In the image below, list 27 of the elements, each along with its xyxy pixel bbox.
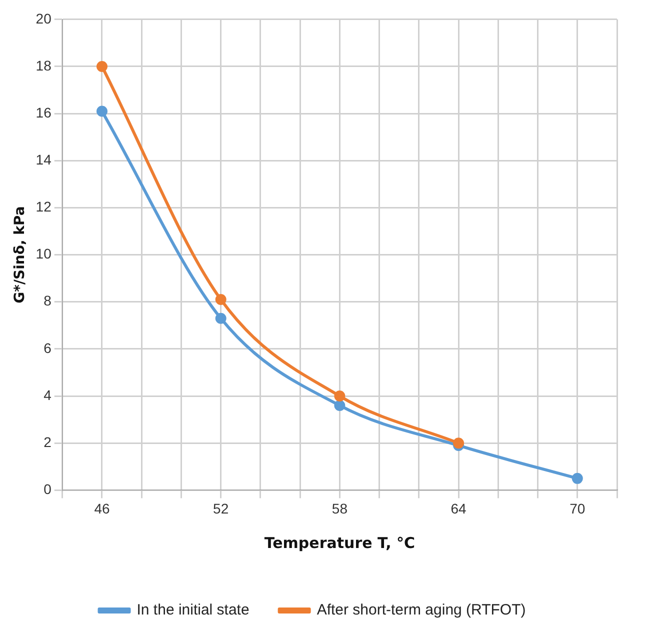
y-tick-label: 20: [36, 10, 52, 26]
y-tick-label: 18: [36, 57, 52, 74]
y-axis-title: G*/Sinδ, kPa: [12, 206, 28, 304]
x-axis-title: Temperature T, °C: [264, 534, 416, 552]
x-tick-label: 64: [450, 500, 467, 516]
y-tick-label: 2: [44, 434, 52, 450]
y-tick-label: 0: [44, 481, 52, 498]
point: [572, 472, 583, 484]
y-tick-label: 6: [44, 340, 52, 356]
x-tick-label: 70: [570, 500, 586, 516]
x-tick-label: 58: [332, 500, 348, 516]
x-tick-label: 52: [213, 500, 229, 516]
point: [215, 312, 226, 324]
legend-label: After short-term aging (RTFOT): [316, 602, 526, 619]
point: [334, 390, 346, 402]
y-tick-label: 8: [44, 292, 52, 309]
point: [334, 400, 346, 411]
y-tick-label: 4: [44, 386, 52, 403]
point: [215, 294, 226, 306]
y-tick-label: 12: [36, 198, 52, 215]
point: [96, 106, 108, 117]
point: [96, 60, 108, 72]
y-tick-label: 10: [36, 246, 52, 262]
y-tick-label: 14: [36, 152, 52, 168]
x-tick-label: 46: [94, 500, 110, 516]
y-tick-label: 16: [36, 104, 52, 120]
legend-label: In the initial state: [136, 602, 250, 619]
